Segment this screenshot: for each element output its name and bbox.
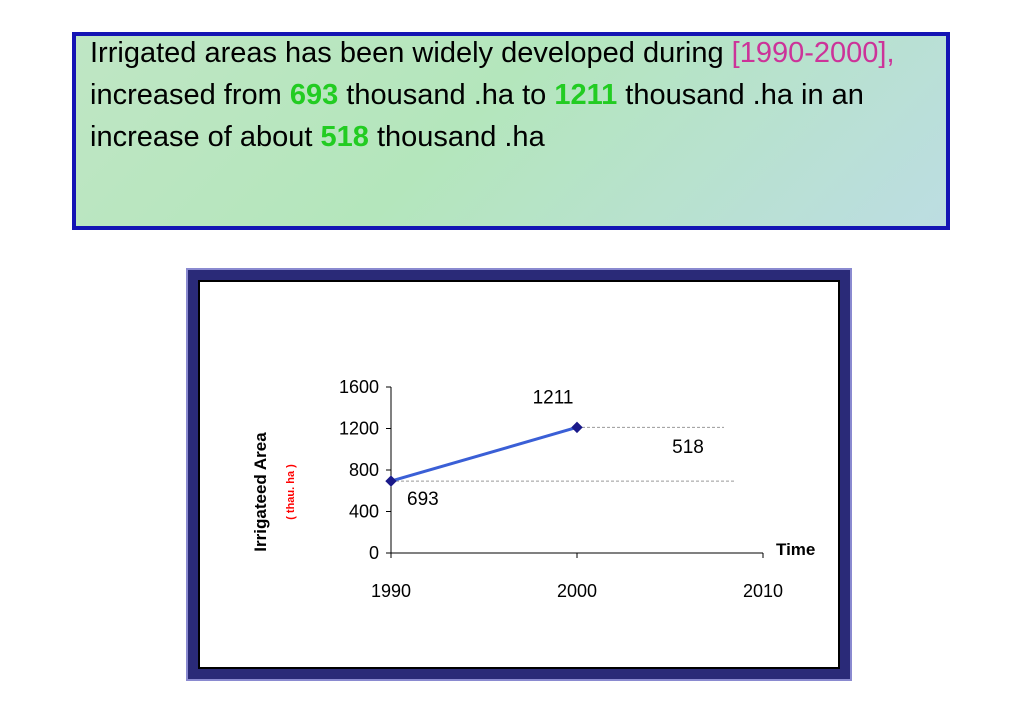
headline-to-value: 1211 xyxy=(554,79,618,111)
data-label-start: 693 xyxy=(407,489,439,510)
headline-box: Irrigated areas has been widely develope… xyxy=(72,32,950,230)
y-tick-label: 400 xyxy=(349,502,379,522)
chart-frame: 0 400 800 1200 1600 1990 2000 2010 1211 693 518 Tim… xyxy=(186,268,852,681)
series-line xyxy=(390,425,578,483)
increase-label: 518 xyxy=(672,437,704,458)
y-tick-label: 800 xyxy=(349,460,379,480)
y-tick-label: 0 xyxy=(369,543,379,563)
x-axis-title: Time xyxy=(776,540,815,559)
headline-part4: thousand .ha in an increase of about xyxy=(90,79,864,153)
headline-part1: Irrigated areas has been widely develope… xyxy=(90,37,732,69)
y-axis-title: Irrigateed Area xyxy=(251,432,270,552)
y-tick-label: 1600 xyxy=(339,377,379,397)
y-tick-label: 1200 xyxy=(339,419,379,439)
x-tick-label: 1990 xyxy=(371,581,411,601)
headline-from-value: 693 xyxy=(289,79,339,111)
data-label-end: 1211 xyxy=(533,387,574,408)
data-point xyxy=(571,421,583,434)
headline-part2: increased from xyxy=(90,79,290,111)
headline-increase-value: 518 xyxy=(320,121,369,153)
line-chart: 0 400 800 1200 1600 1990 2000 2010 1211 693 518 Tim… xyxy=(251,377,815,601)
x-tick-label: 2000 xyxy=(557,581,597,601)
headline-range: [1990-2000], xyxy=(731,37,895,69)
headline-part5: thousand .ha xyxy=(368,121,545,153)
x-tick-label: 2010 xyxy=(743,581,783,601)
headline-text: Irrigated areas has been widely develope… xyxy=(90,32,940,158)
data-point xyxy=(385,475,397,487)
chart-panel: 0 400 800 1200 1600 1990 2000 2010 1211 693 518 Tim… xyxy=(198,280,840,669)
y-axis-unit: ( thau. ha ) xyxy=(285,464,297,520)
headline-part3: thousand .ha to xyxy=(338,79,555,111)
